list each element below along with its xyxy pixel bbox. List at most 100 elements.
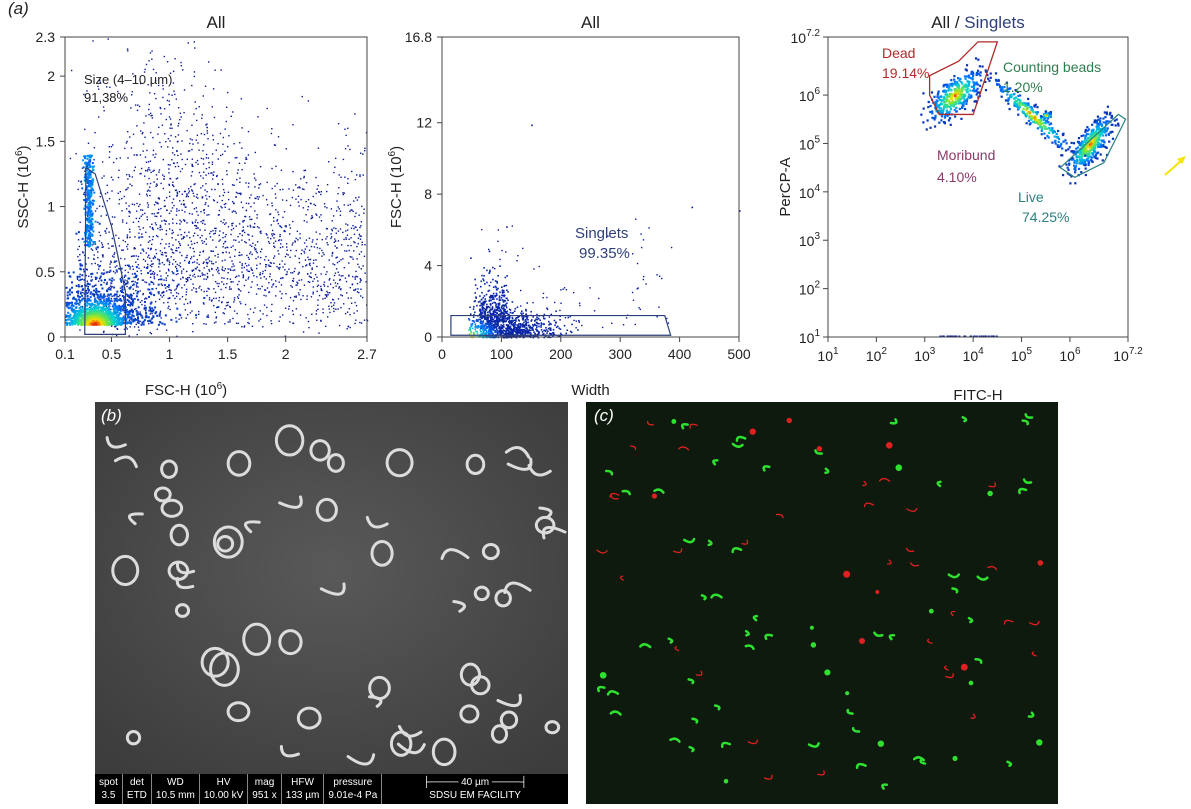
scatter-point [494,301,497,304]
density-point [65,315,68,318]
scatter-point [170,256,172,258]
scatter-point [479,330,482,333]
scatter-point [338,324,341,327]
density-point [95,316,98,319]
density-point [90,273,93,276]
density-point [128,316,131,319]
scatter-point [302,207,305,209]
scatter-point [186,254,188,257]
scatter-point [502,329,505,331]
scatter-point [107,243,109,245]
density-point [74,298,77,301]
x-tick-label: 2 [282,346,290,362]
density-point [148,283,151,286]
scatter-point [239,233,241,235]
scatter-point [151,114,153,117]
scatter-point [186,256,188,259]
scatter-point [140,167,143,170]
scatter-point [340,244,343,246]
density-point [84,320,87,323]
scatter-point [185,195,188,198]
scatter-point [184,190,186,193]
scatter-point [137,205,140,208]
scatter-point [193,41,196,43]
scatter-point [163,199,166,202]
scatter-point [131,273,134,275]
scatter-point [481,332,483,335]
scatter-point [481,312,484,314]
scatter-point [326,271,328,273]
density-point [90,187,93,190]
scatter-point [359,278,361,280]
scatter-point [351,209,353,211]
scatter-point [549,333,552,336]
scatter-point [82,268,85,271]
scatter-point [259,273,261,276]
scatter-point [111,286,113,288]
scatter-point [357,243,359,245]
scatter-point [214,188,216,191]
scatter-point [482,278,484,280]
density-point [89,231,92,234]
scatter-point [282,216,284,219]
scatter-point [328,160,330,163]
scatter-point [473,313,475,316]
scatter-point [215,321,217,323]
scatter-point [182,69,184,71]
density-point [68,301,71,304]
scatter-point [138,232,140,234]
density-point [105,307,108,310]
scatter-point [172,263,174,265]
scatter-point [253,177,256,179]
scatter-point [475,330,477,333]
density-point [72,314,75,317]
density-point [122,306,125,309]
scatter-point [470,330,472,333]
scatter-point [520,333,523,335]
scatter-point [149,257,151,259]
scatter-point [296,230,299,233]
scatter-point [129,268,131,270]
density-point [140,323,143,326]
scatter-point [199,229,201,231]
scatter-point [170,292,172,294]
scatter-point [233,184,235,186]
density-point [144,308,147,311]
density-point [105,315,108,318]
scatter-point [472,320,475,322]
scatter-point [202,262,205,265]
scatter-point [160,146,163,148]
scatter-point [189,302,192,304]
scatter-point [109,285,112,287]
scatter-point [218,299,220,302]
scatter-point [80,291,82,293]
scatter-point [496,298,498,300]
scatter-point [164,287,167,289]
scatter-point [360,251,363,253]
scatter-point [310,276,313,279]
scatter-point [141,299,143,302]
density-point [149,302,152,305]
scatter-point [214,232,216,234]
scatter-point [179,266,182,268]
scatter-point [491,313,494,315]
scatter-point [503,310,506,313]
scatter-point [334,282,337,284]
density-point [127,264,130,267]
scatter-point [115,325,117,328]
scatter-point [272,284,274,286]
scatter-point [215,269,218,271]
scatter-point [348,238,350,240]
density-point [72,315,75,318]
scatter-point [308,263,311,265]
density-point [103,293,106,296]
scatter-point [540,329,543,331]
scatter-point [222,251,224,254]
scatter-point [93,293,96,295]
scatter-point [172,294,174,297]
density-point [91,217,94,220]
scatter-point [311,267,313,269]
scatter-point [114,326,116,328]
scatter-point [529,332,532,334]
density-point [81,297,84,300]
